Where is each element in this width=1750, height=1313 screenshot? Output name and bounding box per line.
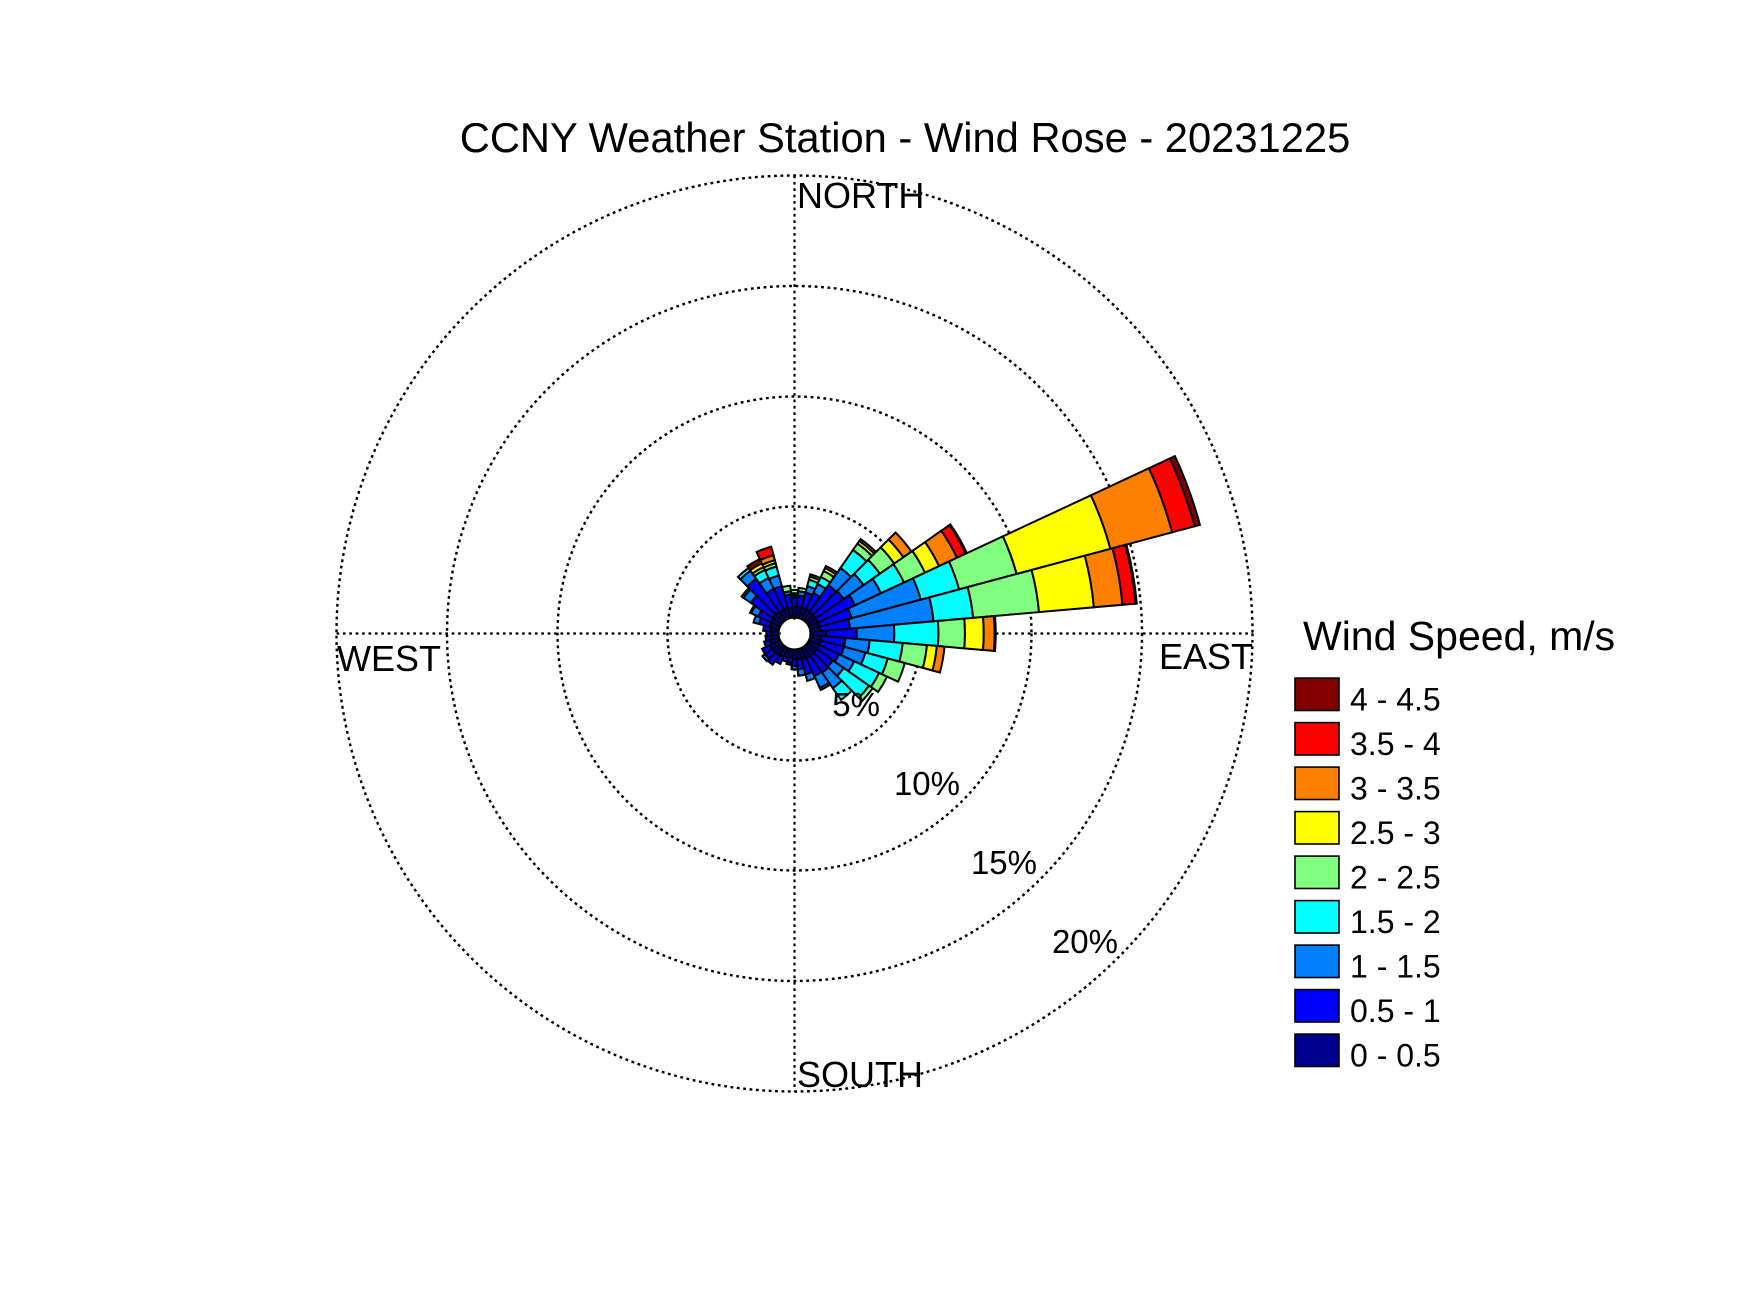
svg-text:3 - 3.5: 3 - 3.5 [1350,771,1441,807]
svg-text:CCNY Weather Station - Wind Ro: CCNY Weather Station - Wind Rose - 20231… [460,114,1351,161]
svg-text:WEST: WEST [337,638,441,679]
svg-text:2.5 - 3: 2.5 - 3 [1350,815,1441,851]
svg-text:5%: 5% [832,686,880,723]
svg-text:0 - 0.5: 0 - 0.5 [1350,1038,1441,1074]
svg-text:1 - 1.5: 1 - 1.5 [1350,949,1441,985]
svg-text:Wind Speed, m/s: Wind Speed, m/s [1303,613,1615,659]
svg-text:1.5 - 2: 1.5 - 2 [1350,904,1441,940]
svg-text:4 - 4.5: 4 - 4.5 [1350,682,1441,718]
svg-text:20%: 20% [1052,923,1118,960]
svg-text:NORTH: NORTH [797,175,924,216]
svg-text:10%: 10% [894,765,960,802]
svg-text:0.5 - 1: 0.5 - 1 [1350,993,1441,1029]
svg-text:15%: 15% [971,844,1037,881]
svg-text:2 - 2.5: 2 - 2.5 [1350,860,1441,896]
svg-text:EAST: EAST [1159,636,1253,677]
svg-text:3.5 - 4: 3.5 - 4 [1350,726,1441,762]
svg-text:SOUTH: SOUTH [797,1054,923,1095]
